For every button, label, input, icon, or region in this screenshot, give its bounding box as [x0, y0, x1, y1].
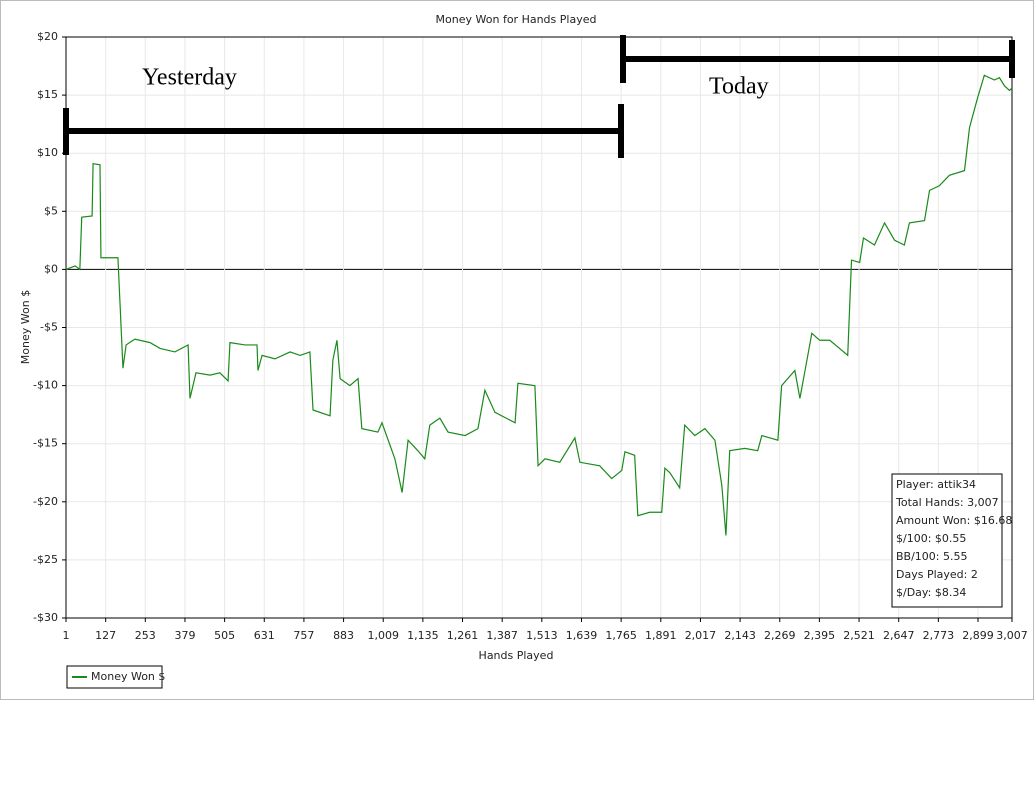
- x-tick-label: 1,765: [605, 629, 637, 642]
- x-axis-label: Hands Played: [479, 649, 554, 662]
- info-lines: Player: attik34 Total Hands: 3,007 Amount …: [895, 478, 1012, 599]
- x-tick-label: 1,009: [367, 629, 399, 642]
- info-line: Amount Won: $16.68: [896, 514, 1012, 527]
- x-tick-label: 1,135: [407, 629, 439, 642]
- x-tick-label: 3,007: [996, 629, 1028, 642]
- x-tick-label: 2,143: [724, 629, 756, 642]
- x-tick-label: 2,521: [843, 629, 875, 642]
- legend-label: Money Won $: [91, 670, 165, 683]
- plot: [65, 74, 1013, 536]
- x-tick-label: 2,647: [883, 629, 915, 642]
- info-line: Days Played: 2: [896, 568, 978, 581]
- x-tick-label: 2,269: [764, 629, 796, 642]
- x-tick-label: 1,639: [566, 629, 598, 642]
- x-tick-label: 757: [293, 629, 314, 642]
- x-tick-label: 1,891: [645, 629, 677, 642]
- brackets: [63, 35, 1015, 158]
- info-box: [891, 473, 1003, 608]
- plot-border: [65, 36, 1013, 619]
- x-tick-label: 1: [63, 629, 70, 642]
- y-tick-label: -$30: [33, 611, 58, 624]
- y-tick-label: -$15: [33, 437, 58, 450]
- y-tick-label: $5: [44, 204, 58, 217]
- y-tick-label: -$5: [40, 321, 58, 334]
- chart-title: Money Won for Hands Played: [436, 13, 597, 26]
- x-tick-label: 1,387: [486, 629, 518, 642]
- info-line: $/Day: $8.34: [896, 586, 966, 599]
- y-axis-label: Money Won $: [19, 290, 32, 364]
- info-line: Total Hands: 3,007: [895, 496, 999, 509]
- x-tick-label: 253: [135, 629, 156, 642]
- y-tick-label: $10: [37, 146, 58, 159]
- frame: [0, 0, 1034, 700]
- x-tick-label: 505: [214, 629, 235, 642]
- annotation: Today: [709, 74, 769, 100]
- y-tick-label: -$10: [33, 379, 58, 392]
- info-line: Player: attik34: [896, 478, 976, 491]
- x-tick-label: 1,261: [447, 629, 479, 642]
- x-tick-label: 631: [254, 629, 275, 642]
- x-tick-label: 883: [333, 629, 354, 642]
- info-line: BB/100: 5.55: [896, 550, 968, 563]
- y-tick-label: $20: [37, 30, 58, 43]
- x-tick-label: 2,395: [804, 629, 836, 642]
- annotation: Yesterday: [142, 65, 237, 91]
- x-tick-label: 2,773: [923, 629, 955, 642]
- y-tick-label: $15: [37, 88, 58, 101]
- y-tick-label: $0: [44, 262, 58, 275]
- series-line: [65, 74, 1013, 536]
- y-tick-label: -$25: [33, 553, 58, 566]
- x-tick-label: 1,513: [526, 629, 558, 642]
- y-tick-label: -$20: [33, 495, 58, 508]
- legend: [66, 665, 163, 689]
- info-line: $/100: $0.55: [896, 532, 966, 545]
- x-tick-label: 2,017: [685, 629, 717, 642]
- x-tick-label: 2,899: [962, 629, 994, 642]
- x-tick-label: 379: [174, 629, 195, 642]
- x-tick-label: 127: [95, 629, 116, 642]
